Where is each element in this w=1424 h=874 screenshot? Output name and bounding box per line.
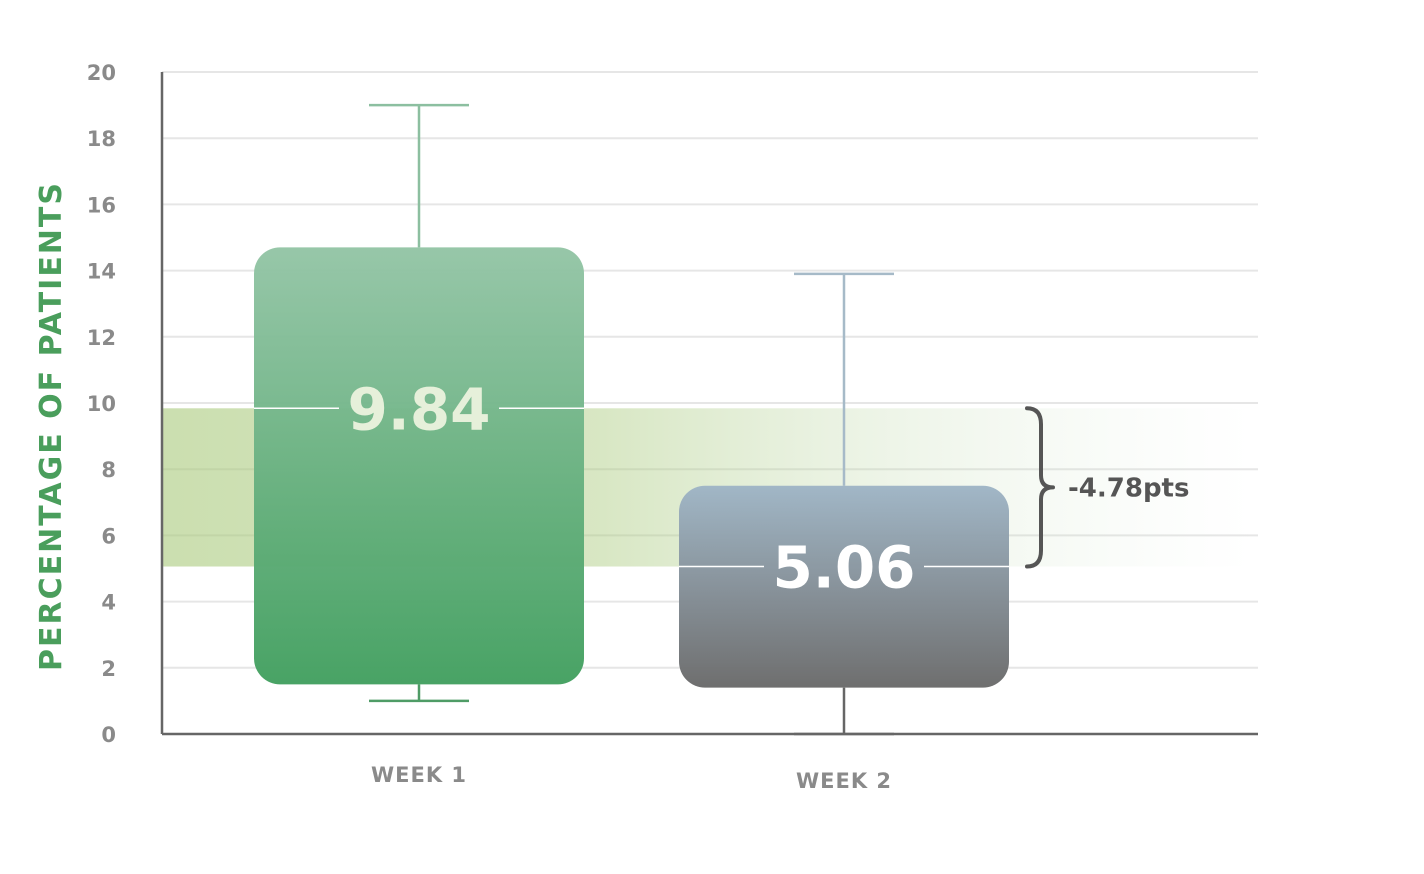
y-tick-label: 4 [101,591,116,615]
difference-brace [1025,406,1055,569]
y-tick-label: 14 [87,260,116,284]
axes [160,72,1258,736]
y-tick-label: 0 [101,723,116,747]
box-1 [254,103,584,703]
y-tick-label: 8 [101,458,116,482]
y-tick-label: 2 [101,657,116,681]
difference-annotation-label: -4.78pts [1068,473,1189,503]
y-tick-label: 10 [87,392,116,416]
box-body [254,247,584,685]
box-body [679,485,1009,688]
y-tick-label: 18 [87,127,116,151]
boxes [254,103,1009,736]
y-axis-title: PERCENTAGE OF PATIENTS [34,181,69,671]
y-tick-label: 20 [87,61,116,85]
y-tick-label: 6 [101,524,116,548]
labels: 0 2 4 6 8 10 12 14 16 18 20 9.84 WEEK 1 5.06 WEEK 2 -4.… [34,61,1189,793]
median-value-label: 9.84 [347,375,490,443]
box-2 [679,272,1009,736]
y-tick-label: 12 [87,326,116,350]
y-tick-label: 16 [87,193,116,217]
x-category-label: WEEK 2 [796,769,892,793]
median-value-label: 5.06 [772,534,915,602]
x-category-label: WEEK 1 [371,763,467,787]
